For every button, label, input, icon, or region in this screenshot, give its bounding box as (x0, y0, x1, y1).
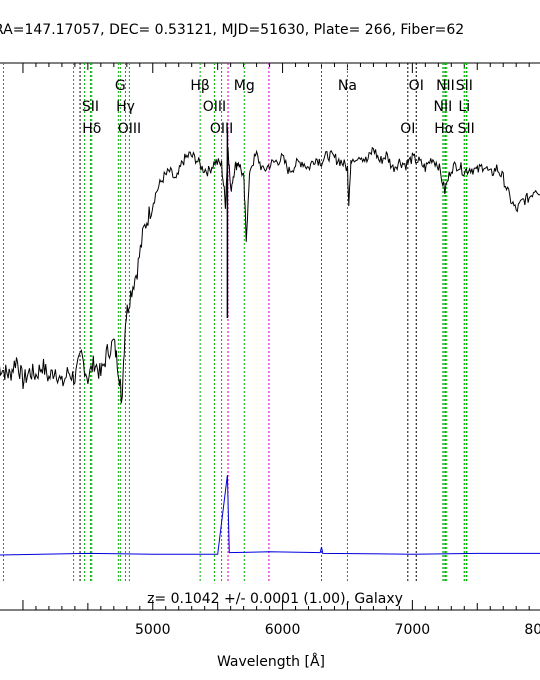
spectral-line-label: OI (409, 78, 424, 94)
spectral-line-label: Hβ (190, 78, 209, 94)
spectral-line-label: Mg (234, 78, 255, 94)
spectral-line-label: SII (456, 78, 473, 94)
x-tick-label: 8000 (524, 622, 540, 638)
spectral-line-label: OIII (210, 121, 233, 137)
spectral-line-label: Li (458, 99, 470, 115)
spectral-line-label: OIII (118, 121, 141, 137)
x-axis-label: Wavelength [Å] (217, 653, 325, 670)
spectral-line-label: SII (82, 99, 99, 115)
spectral-line-label: Hδ (82, 121, 101, 137)
redshift-annotation: z= 0.1042 +/- 0.0001 (1.00), Galaxy (147, 591, 403, 607)
spectral-line-label: G (115, 78, 126, 94)
x-tick-label: 6000 (265, 622, 301, 638)
spectral-line-label: NII (436, 78, 455, 94)
error-spectrum-line (0, 474, 540, 556)
flux-spectrum-line (0, 146, 540, 404)
spectral-line-label: OIII (203, 99, 226, 115)
x-tick-label: 7000 (395, 622, 431, 638)
spectral-line-label: Hγ (116, 99, 135, 115)
chart-title: RA=147.17057, DEC= 0.53121, MJD=51630, P… (0, 22, 464, 38)
spectral-line-label: SII (458, 121, 475, 137)
spectral-line-label: NII (433, 99, 452, 115)
spectral-line-label: Hα (434, 121, 454, 137)
spectral-line-label: Na (338, 78, 357, 94)
spectral-line-label: OI (400, 121, 415, 137)
plot-area: 5000 6000 7000 8000 SII Hδ G Hγ OIII Hβ OIII OIII Mg… (0, 62, 540, 638)
x-tick-label: 5000 (135, 622, 171, 638)
